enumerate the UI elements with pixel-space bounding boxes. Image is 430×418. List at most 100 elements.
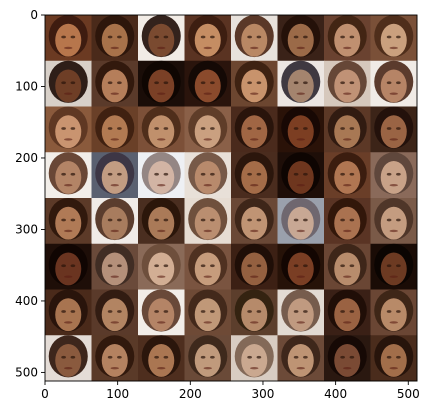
eye-shape bbox=[107, 127, 113, 130]
face-shape bbox=[287, 23, 314, 57]
eye-shape bbox=[396, 310, 401, 313]
face-tile bbox=[91, 60, 139, 107]
x-tick-label: 300 bbox=[252, 387, 275, 401]
y-tick-label: 300 bbox=[15, 222, 38, 236]
face-tile bbox=[324, 60, 371, 107]
mouth-shape bbox=[157, 46, 166, 50]
face-shape bbox=[380, 298, 407, 332]
y-tick-label: 500 bbox=[15, 365, 38, 379]
face-tile bbox=[138, 14, 185, 62]
face-tile bbox=[370, 152, 418, 199]
eye-shape bbox=[210, 35, 215, 39]
eye-shape bbox=[154, 310, 159, 313]
mouth-shape bbox=[203, 367, 212, 370]
eye-shape bbox=[154, 81, 159, 85]
face-shape bbox=[101, 298, 128, 332]
face-tile bbox=[138, 106, 185, 153]
eye-shape bbox=[340, 264, 345, 268]
eye-shape bbox=[70, 127, 76, 130]
eye-shape bbox=[256, 172, 262, 176]
eye-shape bbox=[61, 218, 66, 222]
eye-shape bbox=[293, 264, 299, 268]
y-tick-label: 200 bbox=[15, 151, 38, 165]
face-tile bbox=[370, 198, 418, 245]
mouth-shape bbox=[250, 275, 259, 278]
face-shape bbox=[380, 69, 407, 103]
face-tile bbox=[231, 152, 278, 199]
eye-shape bbox=[61, 81, 66, 85]
face-shape bbox=[334, 206, 361, 240]
eye-shape bbox=[163, 218, 169, 222]
eye-shape bbox=[154, 172, 159, 176]
mouth-shape bbox=[296, 275, 305, 278]
face-tile bbox=[231, 60, 278, 107]
eye-shape bbox=[163, 172, 169, 176]
face-tile bbox=[91, 106, 139, 153]
face-shape bbox=[380, 23, 407, 57]
eye-shape bbox=[247, 264, 252, 268]
face-shape bbox=[334, 160, 361, 194]
face-tile bbox=[277, 106, 325, 153]
face-shape bbox=[334, 343, 361, 377]
eye-shape bbox=[210, 127, 215, 130]
face-tile bbox=[277, 60, 325, 107]
mouth-shape bbox=[389, 367, 398, 370]
axes-frame bbox=[44, 14, 418, 382]
mouth-shape bbox=[157, 229, 166, 233]
eye-shape bbox=[247, 355, 252, 359]
face-tile bbox=[184, 14, 232, 62]
eye-shape bbox=[386, 127, 392, 130]
face-tile bbox=[324, 152, 371, 199]
face-tile bbox=[45, 152, 92, 199]
generated-faces-grid bbox=[45, 14, 418, 382]
mouth-shape bbox=[389, 321, 398, 324]
mouth-shape bbox=[296, 367, 305, 370]
face-shape bbox=[194, 343, 221, 377]
eye-shape bbox=[200, 127, 206, 130]
mouth-shape bbox=[343, 367, 352, 370]
eye-shape bbox=[256, 264, 262, 268]
mouth-shape bbox=[64, 275, 73, 278]
face-tile bbox=[277, 152, 325, 199]
face-tile bbox=[45, 106, 92, 153]
face-tile bbox=[184, 152, 232, 199]
face-shape bbox=[101, 69, 128, 103]
eye-shape bbox=[200, 172, 206, 176]
face-shape bbox=[101, 160, 128, 194]
eye-shape bbox=[200, 355, 206, 359]
mouth-shape bbox=[343, 321, 352, 324]
eye-shape bbox=[247, 310, 252, 313]
eye-shape bbox=[303, 127, 308, 130]
face-tile bbox=[370, 289, 418, 336]
face-shape bbox=[334, 23, 361, 57]
face-shape bbox=[148, 69, 175, 103]
mouth-shape bbox=[64, 321, 73, 324]
face-shape bbox=[287, 298, 314, 332]
eye-shape bbox=[340, 310, 345, 313]
eye-shape bbox=[349, 218, 355, 222]
x-tick-label: 500 bbox=[397, 387, 420, 401]
eye-shape bbox=[117, 264, 122, 268]
face-shape bbox=[148, 160, 175, 194]
face-shape bbox=[55, 160, 82, 194]
mouth-shape bbox=[203, 92, 212, 95]
mouth-shape bbox=[250, 184, 259, 187]
eye-shape bbox=[256, 35, 262, 39]
eye-shape bbox=[200, 218, 206, 222]
face-tile bbox=[231, 106, 278, 153]
eye-shape bbox=[163, 355, 169, 359]
eye-shape bbox=[200, 35, 206, 39]
eye-shape bbox=[303, 172, 308, 176]
eye-shape bbox=[70, 81, 76, 85]
face-tile bbox=[91, 243, 139, 290]
face-tile bbox=[277, 243, 325, 290]
face-shape bbox=[287, 160, 314, 194]
mouth-shape bbox=[389, 184, 398, 187]
face-shape bbox=[148, 298, 175, 332]
mouth-shape bbox=[250, 367, 259, 370]
face-shape bbox=[101, 252, 128, 286]
eye-shape bbox=[396, 355, 401, 359]
mouth-shape bbox=[343, 138, 352, 141]
eye-shape bbox=[386, 355, 392, 359]
face-tile bbox=[184, 335, 232, 382]
